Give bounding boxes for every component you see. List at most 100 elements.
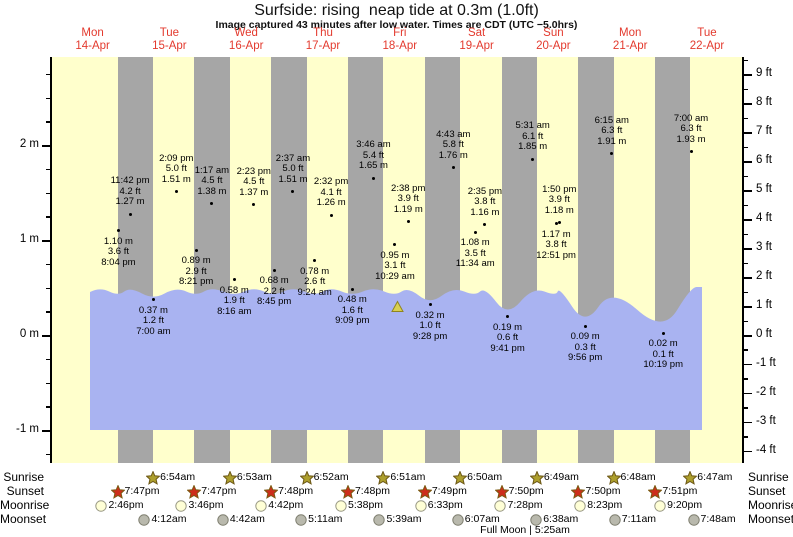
tide-event-dot	[406, 220, 410, 224]
high-tide-label: 1:17 am 4.5 ft 1.38 m	[167, 165, 257, 198]
sunset-star-icon	[187, 485, 202, 499]
high-tide-label: 2:38 pm 3.9 ft 1.19 m	[363, 183, 453, 216]
astro-time: 7:11am	[621, 513, 657, 525]
tide-label-line: 0.32 m	[415, 309, 445, 321]
moonrise-icon	[654, 500, 666, 512]
tide-label-line: 1.18 m	[544, 204, 574, 216]
left-axis-label: 1 m	[19, 233, 39, 245]
tide-label-line: 9:28 pm	[412, 330, 448, 342]
tide-event-dot	[583, 324, 587, 328]
tide-label-line: 7:00 am	[136, 325, 171, 337]
moonset-icon	[530, 514, 542, 526]
day-header-text: Sun	[543, 27, 564, 39]
tide-label-line: 1.37 m	[239, 186, 269, 198]
right-axis-label: -4 ft	[756, 443, 776, 456]
moonset-icon	[295, 514, 307, 526]
tide-event-dot	[661, 331, 665, 335]
moonset-icon	[373, 514, 386, 526]
day-header-text: 21-Apr	[612, 40, 648, 52]
sunrise-star-icon	[299, 471, 314, 485]
tide-label-line: 3.9 ft	[397, 193, 419, 205]
moonrise-icon	[335, 500, 347, 512]
day-header-text: 22-Apr	[689, 40, 725, 52]
sunset-star-icon	[264, 485, 279, 499]
right-axis-tick	[743, 450, 752, 453]
tide-label-line: 0.1 ft	[652, 348, 674, 360]
left-axis-tick	[45, 287, 50, 289]
astro-time: 6:49am	[543, 471, 579, 483]
tide-label-line: 0.58 m	[219, 284, 249, 296]
tide-label-line: 1.6 ft	[341, 304, 363, 316]
right-axis-tick	[743, 262, 748, 265]
right-axis-tick	[743, 421, 752, 424]
tide-event-dot	[554, 222, 558, 226]
tide-event-dot	[451, 166, 455, 170]
tide-label-line: 0.89 m	[181, 255, 211, 267]
astro-row-label-right: Sunset	[748, 484, 786, 498]
astro-time: 6:07am	[464, 513, 500, 525]
sunrise-star-icon	[222, 471, 237, 485]
tide-label-line: 4.5 ft	[243, 176, 265, 188]
right-axis-tick	[743, 233, 748, 236]
day-header: Mon 14-Apr	[75, 27, 110, 53]
right-axis-label: 2 ft	[756, 270, 772, 283]
tide-label-line: 9:24 am	[297, 286, 332, 298]
sunset-star-icon	[264, 485, 279, 499]
left-axis-tick	[45, 73, 50, 76]
right-axis-tick	[743, 436, 748, 438]
sunrise-star-icon	[683, 471, 698, 485]
tide-label-line: 2:09 pm	[159, 152, 194, 164]
tide-label-line: 2:23 pm	[236, 165, 271, 177]
tide-event-dot	[428, 303, 432, 307]
moonrise-icon	[415, 500, 427, 512]
tide-label-line: 8:04 pm	[101, 256, 136, 268]
sunrise-star-icon	[146, 471, 161, 485]
moonrise-icon	[175, 500, 188, 512]
tide-event-dot	[350, 287, 354, 291]
right-axis-label: 3 ft	[756, 241, 772, 254]
tide-label-line: 4.5 ft	[201, 175, 223, 187]
right-axis-tick	[743, 320, 748, 323]
sunset-star-icon	[648, 485, 663, 499]
astro-time: 5:38pm	[348, 499, 384, 511]
day-header: Tue 22-Apr	[690, 27, 725, 53]
sunset-star-icon	[187, 485, 202, 499]
astro-time: 7:48am	[700, 513, 736, 525]
sunset-star-icon	[571, 485, 586, 499]
low-tide-label: 0.32 m 1.0 ft 9:28 pm	[385, 309, 475, 343]
astro-time: 4:12am	[151, 513, 187, 525]
high-tide-label: 2:37 am 5.0 ft 1.51 m	[248, 152, 338, 186]
low-tide-label: 1.10 m 3.6 ft 8:04 pm	[73, 236, 163, 269]
astro-time: 7:48pm	[278, 485, 314, 497]
day-header: Mon 21-Apr	[613, 27, 648, 53]
tide-label-line: 0.3 ft	[574, 341, 596, 353]
sunset-star-icon	[494, 485, 509, 499]
day-header-text: 14-Apr	[75, 40, 110, 52]
right-axis-tick	[743, 175, 748, 178]
tide-label-line: 1.65 m	[358, 160, 388, 172]
high-tide-label: 7:00 am 6.3 ft 1.93 m	[646, 113, 736, 146]
right-axis-label: 5 ft	[756, 183, 772, 196]
astro-time: 8:23pm	[587, 499, 623, 511]
left-axis-tick	[45, 358, 50, 361]
low-tide-label: 0.02 m 0.1 ft 10:19 pm	[618, 339, 708, 371]
left-axis-tick	[45, 406, 50, 408]
moonset-icon	[452, 514, 464, 526]
tide-label-line: 3.5 ft	[464, 247, 486, 259]
right-axis-tick	[743, 88, 748, 91]
astro-time: 4:42am	[229, 513, 265, 525]
tide-label-line: 2:37 am	[275, 152, 311, 164]
moonrise-icon	[95, 500, 108, 512]
astro-time: 6:52am	[313, 471, 349, 483]
tide-label-line: 10:19 pm	[643, 359, 684, 371]
low-tide-label: 0.68 m 2.2 ft 8:45 pm	[229, 276, 319, 308]
tide-event-dot	[557, 221, 561, 225]
capture-note: Image captured 43 minutes after low wate…	[215, 19, 578, 31]
tide-label-line: 1.27 m	[115, 196, 145, 208]
left-axis-tick	[42, 240, 50, 242]
sunset-star-icon	[340, 485, 355, 499]
tide-event-dot	[689, 150, 693, 154]
astro-row-label-right: Moonset	[748, 512, 793, 526]
right-axis-tick	[743, 407, 748, 409]
